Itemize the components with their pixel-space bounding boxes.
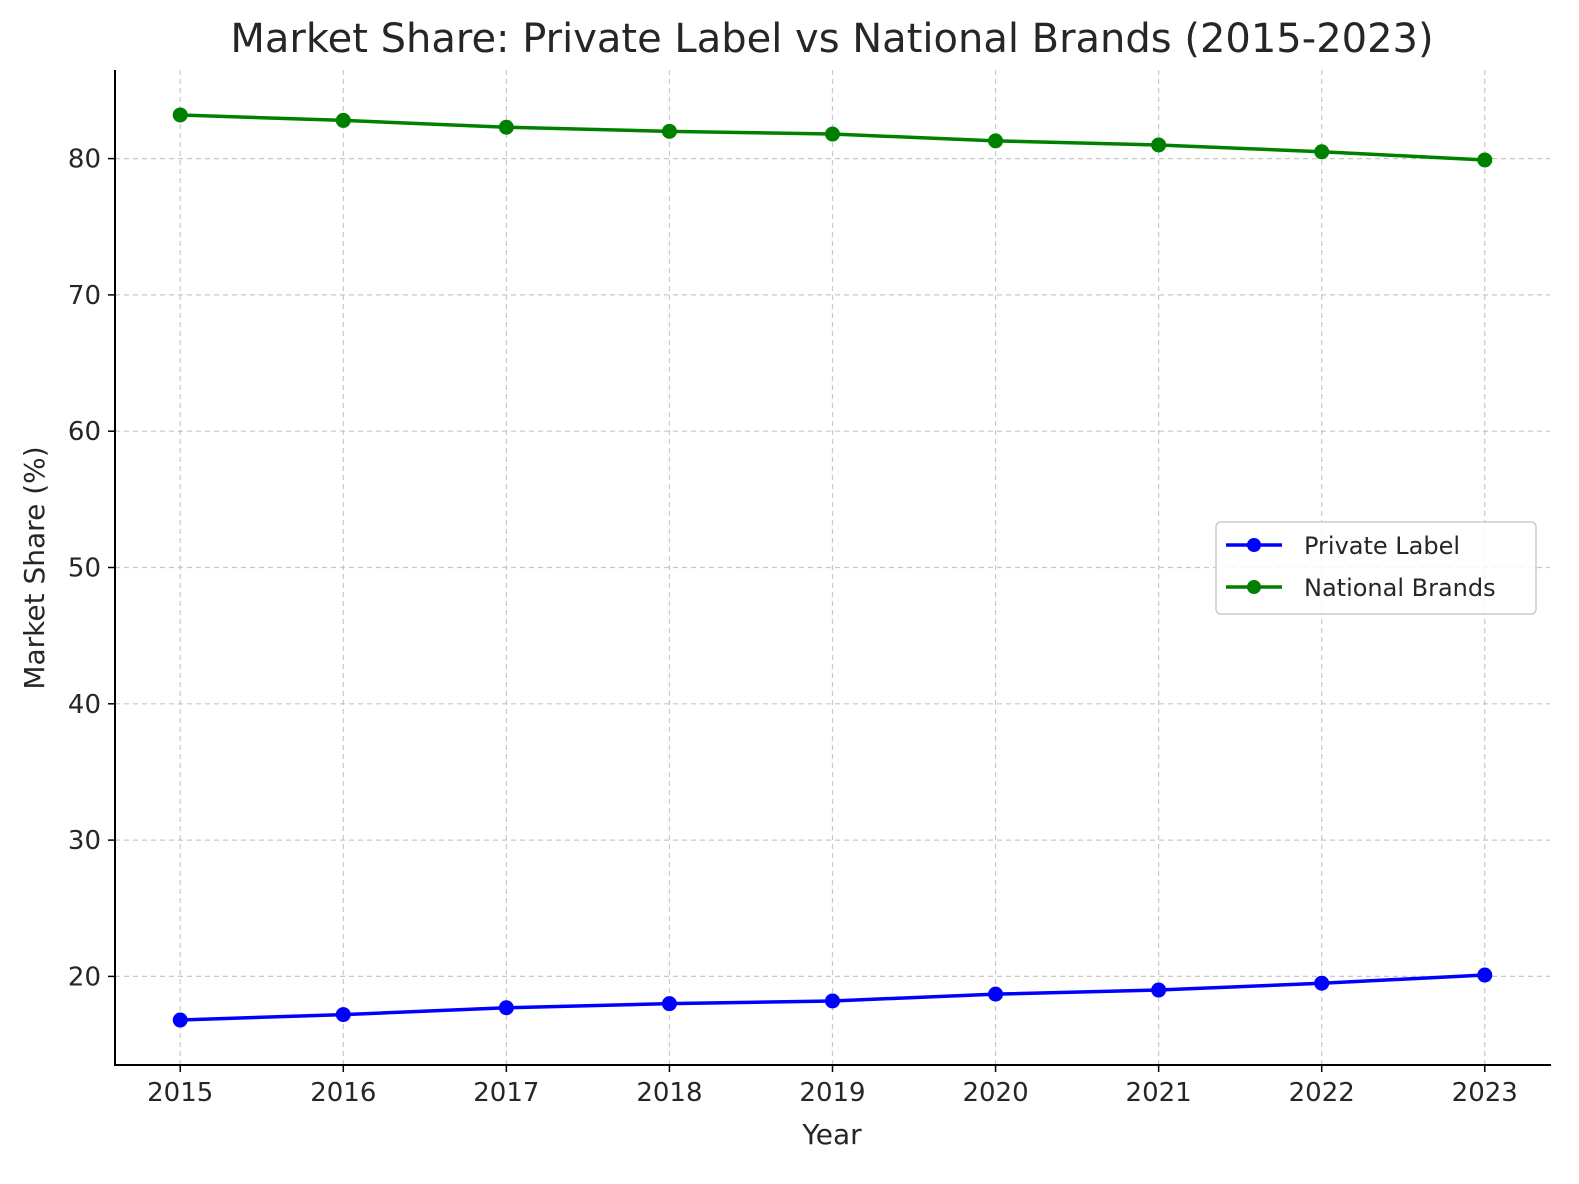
x-tick-label: 2015 — [147, 1078, 213, 1108]
y-ticks: 20 30 40 50 60 70 80 — [68, 145, 115, 992]
y-tick-label: 80 — [68, 145, 101, 175]
y-tick-label: 40 — [68, 690, 101, 720]
data-point-private-label — [1151, 982, 1167, 998]
x-tick-label: 2018 — [636, 1078, 702, 1108]
data-point-private-label — [1477, 967, 1493, 983]
data-point-private-label — [335, 1007, 351, 1023]
y-tick-label: 70 — [68, 281, 101, 311]
data-point-private-label — [988, 986, 1004, 1002]
x-tick-label: 2019 — [799, 1078, 865, 1108]
series-group — [172, 107, 1493, 1028]
y-tick-label: 30 — [68, 826, 101, 856]
data-point-national-brands — [661, 123, 677, 139]
data-point-national-brands — [1477, 152, 1493, 168]
x-axis-label: Year — [801, 1118, 862, 1151]
legend-box — [1215, 521, 1537, 615]
data-point-private-label — [825, 993, 840, 1009]
data-point-private-label — [498, 1000, 514, 1016]
x-ticks: 2015 2016 2017 2018 2019 2020 2021 2022 2023 — [147, 1065, 1518, 1108]
data-point-national-brands — [498, 119, 514, 135]
legend-item-private-label: Private Label — [1226, 532, 1460, 560]
x-tick-label: 2021 — [1126, 1078, 1192, 1108]
data-point-private-label — [172, 1012, 188, 1028]
x-tick-label: 2023 — [1452, 1078, 1518, 1108]
data-point-national-brands — [1314, 144, 1330, 160]
x-tick-label: 2022 — [1289, 1078, 1355, 1108]
data-point-national-brands — [988, 133, 1004, 149]
data-point-national-brands — [335, 112, 351, 128]
legend-marker-national-brands — [1247, 580, 1261, 594]
x-tick-label: 2016 — [310, 1078, 376, 1108]
data-point-national-brands — [172, 107, 188, 123]
y-axis-label: Market Share (%) — [18, 446, 51, 689]
data-point-private-label — [1314, 975, 1330, 991]
legend: Private Label National Brands — [1215, 521, 1537, 615]
chart-title: Market Share: Private Label vs National … — [230, 16, 1433, 62]
data-point-national-brands — [825, 126, 840, 142]
y-tick-label: 20 — [68, 962, 101, 992]
legend-item-national-brands: National Brands — [1226, 574, 1496, 602]
x-tick-label: 2017 — [473, 1078, 539, 1108]
data-point-national-brands — [1151, 137, 1167, 153]
legend-label-national-brands: National Brands — [1304, 574, 1496, 602]
y-tick-label: 60 — [68, 417, 101, 447]
legend-label-private-label: Private Label — [1304, 532, 1460, 560]
data-point-private-label — [661, 996, 677, 1012]
legend-marker-private-label — [1247, 538, 1261, 552]
x-tick-label: 2020 — [962, 1078, 1028, 1108]
y-tick-label: 50 — [68, 554, 101, 584]
